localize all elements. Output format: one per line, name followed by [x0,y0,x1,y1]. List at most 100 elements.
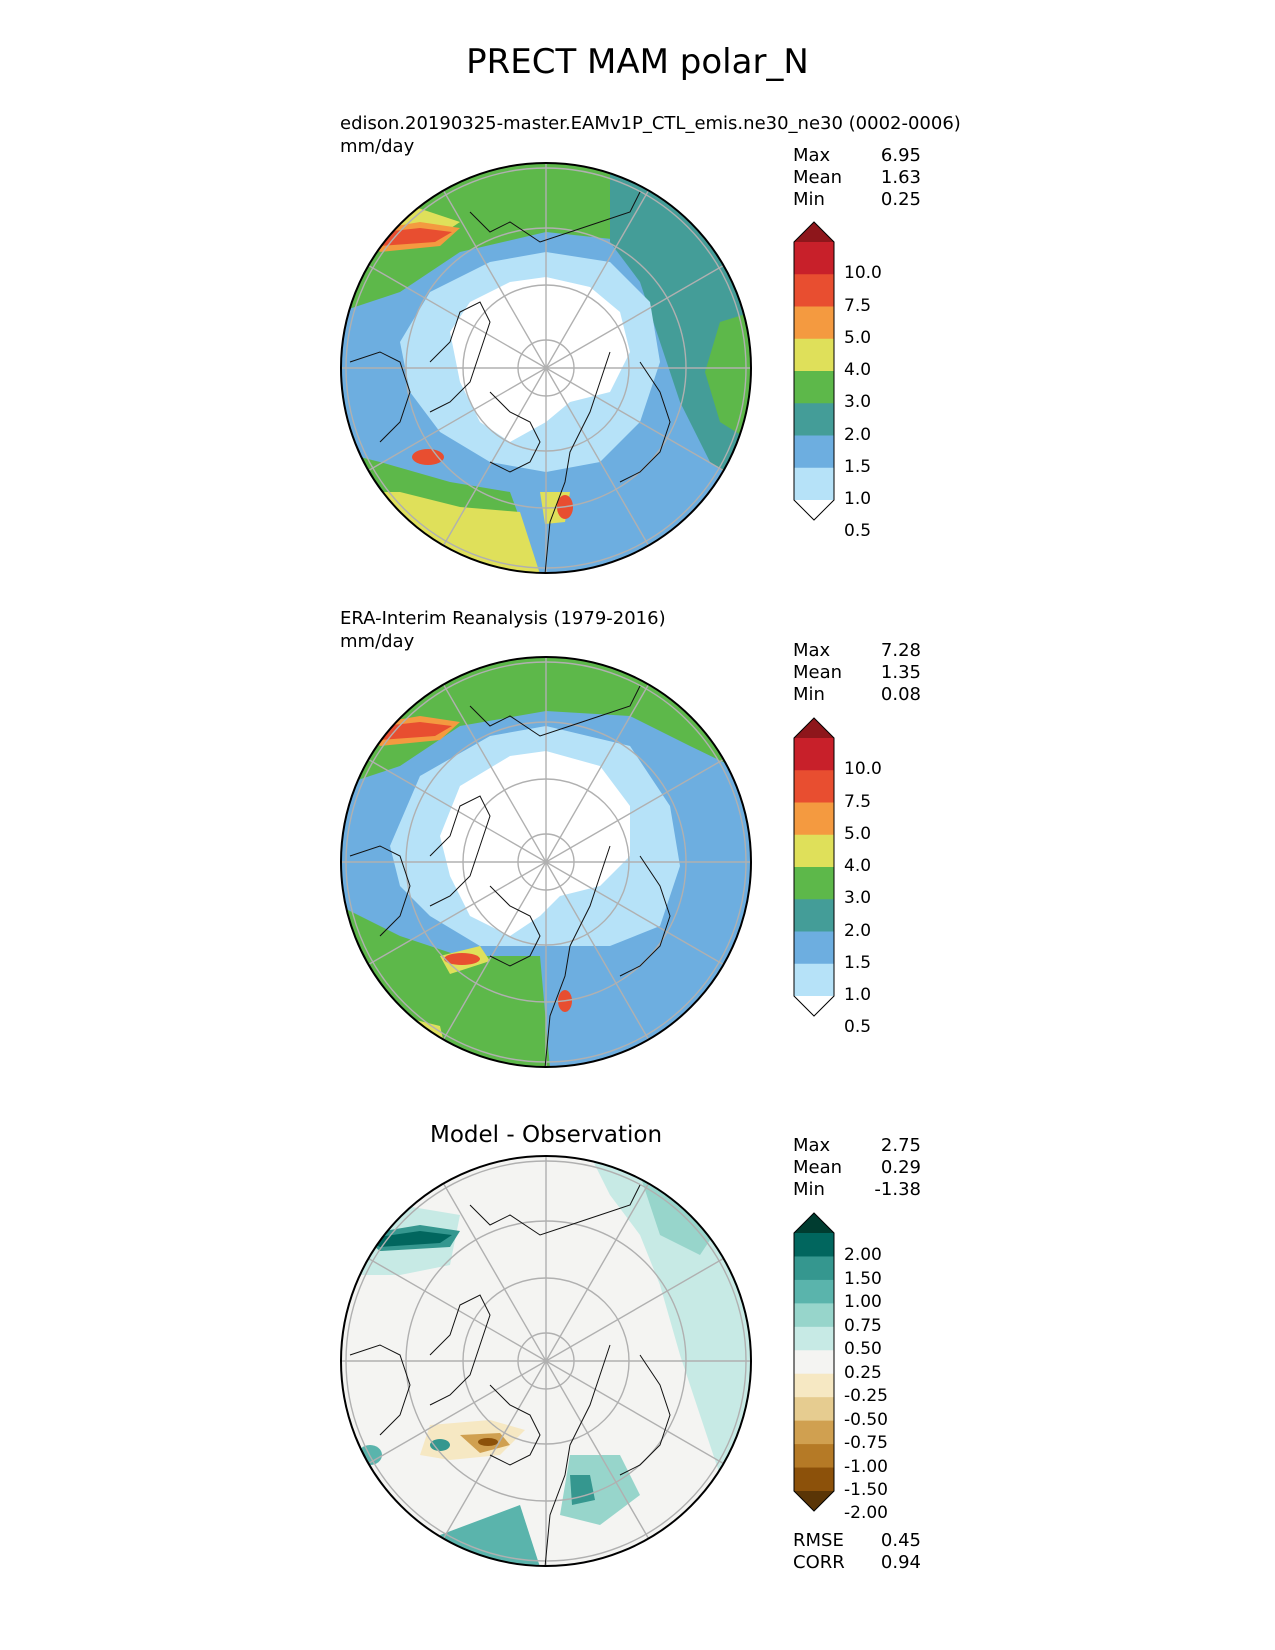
colorbar-tick-label: 7.5 [844,295,872,316]
colorbar-extend-max [794,718,834,738]
colorbar-segment [794,1467,834,1492]
colorbar-tick-label: -0.50 [844,1409,888,1430]
colorbar-tick-label: 1.0 [844,985,872,1005]
colorbar-extend-min [794,1491,834,1511]
colorbar-segment [794,1444,834,1469]
colorbar-segment [794,1256,834,1281]
map-graticule [341,163,751,573]
colorbar-segment [794,1326,834,1351]
colorbar-tick-label: -1.00 [844,1456,888,1477]
stat-min: Min 0.25 [793,189,921,210]
panel-2-stats: Max 7.28 Mean 1.35 Min 0.08 [793,640,921,706]
colorbar-segment [794,1420,834,1445]
map-fill-neg-w-max [478,1438,498,1446]
colorbar-tick-label: 7.5 [844,791,872,812]
panel-1-map [340,162,752,575]
colorbar-tick-label: 0.5 [844,1017,872,1038]
colorbar-segment [794,867,834,900]
colorbar-segment [794,306,834,340]
colorbar-extend-max [794,1213,834,1233]
colorbar-segment [794,963,834,997]
stat-mean: Mean 1.35 [793,662,921,683]
map-fill-red-w [412,449,444,465]
colorbar-tick-label: 5.0 [844,327,872,348]
colorbar-extend-max [794,222,834,242]
panel-3-map [340,1155,752,1568]
colorbar-segment [794,770,834,803]
colorbar-segment [794,467,834,501]
map-graticule [341,657,751,1067]
map-fill-pos-w [430,1439,450,1451]
metric-corr: CORR 0.94 [793,1552,921,1573]
colorbar-tick-label: -0.25 [844,1386,888,1407]
map-fill-white [450,277,630,442]
colorbar-tick-label: 4.0 [844,360,872,380]
colorbar-outline [793,1212,835,1512]
colorbar-tick-label: 1.5 [844,952,872,973]
stat-mean: Mean 0.29 [793,1157,921,1178]
map-border [340,1155,752,1567]
colorbar-tick-label: 0.5 [844,521,872,542]
colorbar-segment [794,1373,834,1398]
panel-1-units: mm/day [340,136,415,157]
map-fill-pos-nw-max [365,1231,452,1247]
colorbar-extend-min [794,500,834,520]
colorbar-extend-min [794,996,834,1016]
colorbar-tick-label: 2.0 [844,920,872,941]
map-fill-pos-ne [640,1175,720,1255]
map-fill-red-w [444,953,480,965]
panel-3-stats: Max 2.75 Mean 0.29 Min -1.38 [793,1135,921,1201]
panel-3-metrics: RMSE 0.45 CORR 0.94 [793,1530,921,1574]
colorbar-segment [794,371,834,404]
colorbar-tick-label: 1.5 [844,456,872,477]
colorbar-segment [794,403,834,436]
panel-1-stats: Max 6.95 Mean 1.63 Min 0.25 [793,145,921,211]
map-fill-pos-east [590,1156,751,1505]
colorbar-segment [794,899,834,932]
panel-2-title: ERA-Interim Reanalysis (1979-2016) [340,608,666,629]
figure-title: PRECT MAM polar_N [466,42,809,82]
colorbar-segment [794,738,834,771]
colorbar-tick-label: -1.50 [844,1480,888,1500]
colorbar-segment [794,274,834,307]
colorbar-segment [794,338,834,372]
stat-min: Min 0.08 [793,684,921,705]
colorbar-tick-label: -2.00 [844,1503,888,1524]
colorbar-tick-label: 2.00 [844,1245,882,1266]
colorbar-tick-label: 4.0 [844,856,872,876]
colorbar-tick-label: 2.0 [844,424,872,445]
colorbar-segment [794,1350,834,1375]
stat-max: Max 2.75 [793,1135,921,1156]
colorbar-outline [793,717,835,1017]
colorbar-tick-label: 3.0 [844,392,872,413]
map-fill-green-north [341,657,751,786]
colorbar-tick-label: 0.25 [844,1362,882,1383]
colorbar-tick-label: 10.0 [844,263,882,284]
map-graticule [341,1156,751,1566]
stat-max: Max 6.95 [793,145,921,166]
stat-min: Min -1.38 [793,1179,921,1200]
colorbar-segment [794,435,834,469]
colorbar-segment [794,1233,834,1257]
colorbar-outline [793,221,835,521]
colorbar-segment [794,931,834,965]
metric-rmse: RMSE 0.45 [793,1530,921,1551]
colorbar-tick-label: 1.50 [844,1268,882,1289]
panel-2-map [340,656,752,1069]
colorbar-segment [794,1397,834,1422]
colorbar-segment [794,834,834,868]
map-border [340,162,752,574]
panel-1-title: edison.20190325-master.EAMv1P_CTL_emis.n… [340,113,961,134]
panel-1-colorbar [793,221,835,521]
colorbar-segment [794,802,834,836]
colorbar-tick-label: 5.0 [844,823,872,844]
panel-2-colorbar [793,717,835,1017]
panel-2-units: mm/day [340,631,415,652]
colorbar-tick-label: 10.0 [844,759,882,780]
map-coastlines [349,191,671,575]
colorbar-segment [794,1303,834,1328]
colorbar-tick-label: 1.00 [844,1292,882,1313]
colorbar-tick-label: 1.0 [844,489,872,509]
colorbar-segment [794,1279,834,1304]
map-border [340,656,752,1068]
